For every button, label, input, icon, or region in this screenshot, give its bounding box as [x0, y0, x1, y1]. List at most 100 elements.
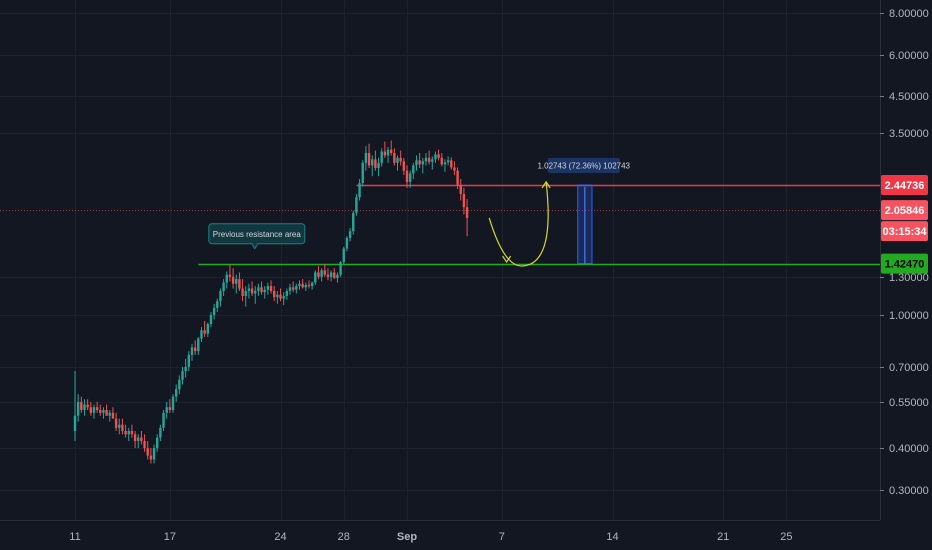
candle-body: [307, 284, 311, 287]
candle-body: [130, 431, 134, 435]
candle-body: [137, 437, 140, 442]
candle-body: [371, 159, 374, 166]
candle-body: [247, 288, 251, 291]
candle-body: [159, 427, 162, 438]
candle-body: [231, 276, 235, 284]
candle-body: [111, 412, 115, 419]
candle-body: [405, 170, 409, 182]
candle-body: [250, 288, 254, 294]
candle-body: [412, 165, 415, 174]
candle-body: [434, 154, 437, 160]
candle-body: [171, 396, 175, 411]
price-tick-label: 0.40000: [889, 443, 929, 455]
candle-body: [383, 151, 387, 156]
measure-label: 1.02743 (72.36%) 102743: [537, 161, 630, 170]
candle-body: [222, 282, 225, 291]
candle-body: [184, 366, 187, 372]
candle-body: [235, 279, 238, 284]
candle-body: [146, 448, 149, 456]
time-axis[interactable]: 11 17 24 28 Sep 7 14 21 25: [69, 531, 792, 543]
price-tag-countdown: 03:15:34: [882, 226, 927, 238]
price-tag-countdown-bg: [881, 221, 928, 242]
price-tick-label: 4.50000: [889, 91, 929, 103]
candle-body: [288, 287, 292, 291]
price-tag-support: 1.42470: [885, 259, 925, 271]
candles: [73, 140, 469, 464]
candle-body: [162, 412, 165, 428]
price-tag-current-bg: [881, 200, 928, 221]
candle-body: [437, 154, 440, 158]
candle-body: [386, 149, 390, 156]
price-tag-current: 2.05846: [885, 205, 925, 217]
time-tick-label: 24: [274, 531, 286, 543]
candle-body: [380, 151, 383, 163]
price-tick-label: 3.50000: [889, 128, 929, 140]
candle-body: [219, 290, 222, 302]
measure-tool[interactable]: 1.02743 (72.36%) 102743: [537, 157, 631, 265]
price-tags: 2.44736 1.42470 2.05846 03:15:34: [881, 174, 928, 274]
candle-body: [352, 212, 355, 232]
price-tick-label: 1.00000: [889, 310, 929, 322]
candle-body: [459, 184, 462, 194]
candle-body: [450, 160, 453, 168]
candle-body: [73, 415, 77, 432]
candle-body: [200, 330, 203, 339]
candle-body: [456, 170, 459, 185]
candle-body: [263, 289, 266, 293]
candle-body: [285, 290, 289, 296]
candle-body: [168, 407, 172, 411]
candle-body: [273, 290, 276, 298]
price-levels[interactable]: [0, 184, 880, 266]
candle-body: [254, 290, 257, 294]
candle-body: [206, 323, 209, 334]
candle-body: [156, 437, 159, 449]
candle-body: [374, 159, 377, 169]
candle-body: [301, 283, 304, 288]
candle-body: [314, 272, 317, 283]
candle-body: [421, 161, 425, 165]
candle-body: [83, 404, 86, 411]
candle-body: [133, 434, 137, 442]
candle-body: [396, 157, 399, 163]
candle-body: [399, 157, 402, 162]
candle-body: [418, 160, 421, 165]
candle-body: [118, 424, 121, 428]
measure-label-bg: [547, 157, 620, 173]
candle-body: [114, 418, 118, 428]
annotation-bubble[interactable]: [208, 223, 306, 250]
time-tick-label: 25: [780, 531, 792, 543]
candle-body: [408, 173, 412, 182]
candle-body: [320, 270, 323, 277]
candle-body: [228, 274, 232, 277]
candle-body: [427, 157, 431, 162]
candle-body: [291, 287, 295, 290]
candle-body: [415, 160, 418, 166]
annotation-callout[interactable]: Previous resistance area: [208, 223, 306, 250]
candle-body: [178, 379, 181, 390]
candle-body: [339, 262, 342, 275]
candle-body: [333, 272, 336, 279]
price-axis[interactable]: 8.00000 6.00000 4.50000 3.50000 1.30000 1.000…: [880, 8, 929, 497]
candle-body: [453, 167, 456, 171]
candle-body: [244, 290, 247, 296]
candle-body: [108, 412, 111, 416]
projection-curve[interactable]: [488, 181, 549, 267]
candle-body: [355, 197, 358, 213]
candle-body: [465, 207, 469, 218]
candle-body: [304, 284, 308, 288]
candle-body: [358, 183, 361, 198]
candle-body: [99, 410, 102, 413]
candle-body: [127, 431, 130, 435]
time-tick-label: Sep: [397, 531, 417, 543]
candle-body: [377, 162, 380, 169]
time-tick-label: 21: [717, 531, 729, 543]
candle-body: [197, 338, 200, 352]
candle-body: [102, 410, 105, 413]
price-tick-label: 1.30000: [889, 272, 929, 284]
projection-path[interactable]: [488, 180, 551, 267]
candle-body: [105, 410, 108, 416]
candle-body: [348, 231, 352, 238]
candle-body: [86, 404, 89, 408]
projection-arrowhead-up: [541, 180, 551, 189]
